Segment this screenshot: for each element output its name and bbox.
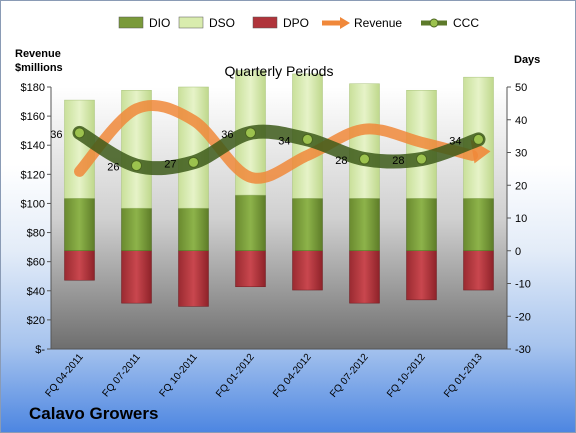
- ccc-data-label: 28: [335, 155, 347, 167]
- left-tick-label: $120: [21, 169, 45, 181]
- right-tick-label: -10: [515, 279, 531, 291]
- y-left-title-line1: Revenue: [15, 48, 61, 60]
- dio-bar: [64, 198, 95, 252]
- ccc-point: [131, 160, 142, 172]
- right-tick-label: 40: [515, 115, 527, 127]
- legend-swatch: [252, 16, 278, 29]
- legend-swatch: [118, 16, 144, 29]
- x-category-label: FQ 04-2012: [271, 352, 314, 400]
- dpo-bar: [64, 250, 95, 281]
- dio-bar: [178, 207, 209, 252]
- dpo-bar: [406, 250, 437, 301]
- ccc-point: [302, 133, 313, 145]
- left-tick-label: $100: [21, 198, 45, 210]
- left-tick-label: $40: [27, 286, 45, 298]
- dpo-bar: [349, 250, 380, 304]
- dso-bar: [178, 86, 209, 209]
- legend-label: DPO: [283, 16, 309, 30]
- ccc-data-label: 34: [449, 135, 461, 147]
- right-tick-label: 0: [515, 246, 521, 258]
- legend-label: CCC: [453, 16, 479, 30]
- legend-swatch: [178, 16, 204, 29]
- legend-label: DIO: [149, 16, 170, 30]
- ccc-point: [188, 156, 199, 168]
- dio-bar: [235, 194, 266, 251]
- ccc-data-label: 27: [164, 158, 176, 170]
- company-name: Calavo Growers: [29, 404, 159, 423]
- plot-area: [47, 70, 511, 350]
- left-tick-label: $60: [27, 257, 45, 269]
- ccc-point: [74, 127, 85, 139]
- legend: DIO DSO DPO Revenue CCC: [118, 16, 479, 30]
- x-category-label: FQ 10-2012: [385, 352, 428, 400]
- ccc-data-label: 34: [278, 135, 290, 147]
- ccc-point: [359, 153, 370, 165]
- chart-title: Quarterly Periods: [225, 63, 334, 79]
- x-category-label: FQ 01-2013: [442, 352, 485, 400]
- right-tick-label: 30: [515, 148, 527, 160]
- legend-label: DSO: [209, 16, 235, 30]
- ccc-point: [245, 127, 256, 139]
- left-tick-label: $20: [27, 315, 45, 327]
- ccc-data-label: 36: [221, 129, 233, 141]
- legend-swatch: [340, 17, 350, 29]
- left-tick-label: $80: [27, 228, 45, 240]
- right-tick-label: -30: [515, 344, 531, 356]
- dpo-bar: [235, 250, 266, 288]
- x-category-label: FQ 04-2011: [44, 352, 87, 400]
- dso-bar: [64, 99, 95, 199]
- ccc-data-label: 36: [50, 129, 62, 141]
- dio-bar: [121, 207, 152, 252]
- right-tick-label: 50: [515, 82, 527, 94]
- ccc-point: [416, 153, 427, 165]
- dio-bar: [463, 198, 494, 252]
- x-category-label: FQ 10-2011: [158, 352, 201, 400]
- dso-bar: [349, 83, 380, 199]
- x-category-label: FQ 01-2012: [214, 352, 257, 400]
- dpo-bar: [178, 250, 209, 307]
- ccc-data-label: 26: [107, 162, 119, 174]
- right-tick-label: 20: [515, 180, 527, 192]
- dpo-bar: [463, 250, 494, 291]
- dio-bar: [292, 198, 323, 252]
- dpo-bar: [121, 250, 152, 304]
- dio-bar: [406, 198, 437, 252]
- legend-label: Revenue: [354, 16, 402, 30]
- left-tick-label: $180: [21, 82, 45, 94]
- ccc-data-label: 28: [392, 155, 404, 167]
- legend-swatch: [429, 18, 439, 28]
- ccc-point: [473, 133, 484, 145]
- x-category-label: FQ 07-2011: [101, 352, 144, 400]
- left-tick-label: $160: [21, 111, 45, 123]
- right-tick-label: -20: [515, 311, 531, 323]
- left-tick-label: $140: [21, 140, 45, 152]
- revenue-line: [74, 99, 478, 184]
- right-tick-label: 10: [515, 213, 527, 225]
- dio-bar: [349, 198, 380, 252]
- dpo-bar: [292, 250, 323, 291]
- left-tick-label: $-: [35, 344, 45, 356]
- y-right-title: Days: [514, 54, 540, 66]
- y-left-title-line2: $millions: [15, 62, 63, 74]
- x-category-label: FQ 07-2012: [328, 352, 371, 400]
